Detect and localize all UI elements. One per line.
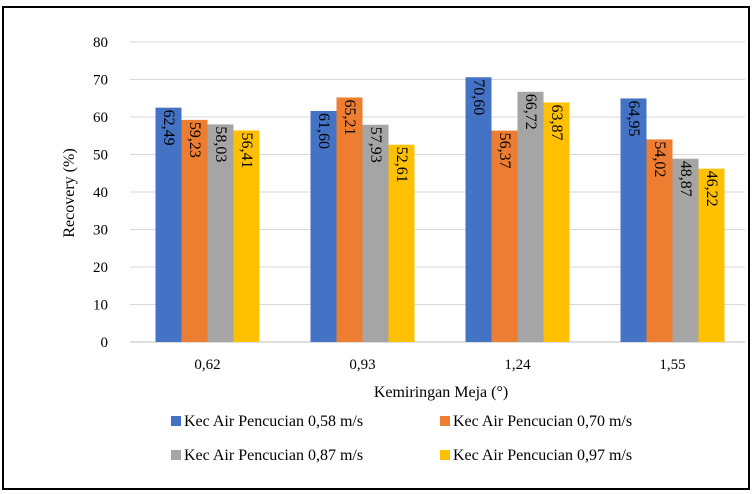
bar: [388, 144, 415, 342]
x-axis-ticks: 0,62 0,93 1,24 1,55: [194, 357, 685, 373]
bar: [543, 102, 570, 342]
x-tick-label: 1,55: [659, 357, 685, 373]
bar-value-label: 52,61: [393, 147, 410, 183]
bar: [362, 124, 389, 342]
bar: [672, 158, 699, 342]
y-tick-label: 20: [93, 260, 108, 276]
bar: [646, 139, 673, 342]
bar-value-label: 48,87: [677, 161, 694, 197]
bar-value-label: 57,93: [367, 127, 384, 163]
y-tick-label: 60: [93, 110, 108, 126]
bar: [155, 107, 182, 342]
y-tick-label: 80: [93, 35, 108, 51]
legend-label: Kec Air Pencucian 0,58 m/s: [184, 413, 363, 430]
bar: [517, 91, 544, 342]
bar: [181, 119, 208, 342]
bar-value-label: 56,37: [496, 133, 513, 169]
bar: [233, 130, 260, 342]
bar-value-label: 58,03: [212, 126, 229, 162]
legend-swatch: [171, 450, 181, 460]
bar-value-label: 64,95: [625, 100, 642, 136]
bar: [491, 130, 518, 342]
y-tick-label: 0: [101, 335, 109, 351]
bar-value-label: 63,87: [548, 104, 565, 140]
y-tick-label: 50: [93, 148, 108, 164]
bar-value-label: 59,23: [186, 122, 203, 158]
bar-value-label: 46,22: [703, 171, 720, 207]
x-tick-label: 0,62: [194, 357, 220, 373]
y-tick-label: 30: [93, 223, 108, 239]
bar: [310, 111, 337, 342]
legend-label: Kec Air Pencucian 0,87 m/s: [184, 447, 363, 464]
bar-value-label: 70,60: [470, 79, 487, 115]
x-tick-label: 1,24: [504, 357, 531, 373]
bar-value-label: 56,41: [238, 132, 255, 168]
bar-labels: 62,49 59,23 58,03 56,41 61,60 65,21 57,93 52,61…: [160, 79, 720, 206]
y-tick-label: 70: [93, 73, 108, 89]
bar-value-label: 61,60: [315, 113, 332, 149]
legend-swatch: [171, 416, 181, 426]
bar: [207, 124, 234, 342]
y-axis-ticks: 0 10 20 30 40 50 60 70 80: [93, 35, 108, 351]
bar-value-label: 66,72: [522, 94, 539, 130]
legend-label: Kec Air Pencucian 0,70 m/s: [453, 413, 632, 430]
bar-value-label: 62,49: [160, 110, 177, 146]
legend-swatch: [440, 450, 450, 460]
bar: [698, 168, 725, 342]
x-axis-title: Kemiringan Meja (°): [374, 384, 508, 401]
bars: [155, 77, 725, 343]
legend-label: Kec Air Pencucian 0,97 m/s: [453, 447, 632, 464]
y-tick-label: 10: [93, 298, 108, 314]
legend: Kec Air Pencucian 0,58 m/s Kec Air Pencuc…: [171, 413, 632, 464]
bar: [620, 98, 647, 342]
bar: [465, 77, 492, 342]
bar-value-label: 54,02: [651, 141, 668, 177]
bar: [336, 97, 363, 343]
bar-value-label: 65,21: [341, 99, 358, 135]
y-axis-title: Recovery (%): [61, 148, 78, 237]
legend-swatch: [440, 416, 450, 426]
y-tick-label: 40: [93, 185, 108, 201]
x-tick-label: 0,93: [349, 357, 375, 373]
